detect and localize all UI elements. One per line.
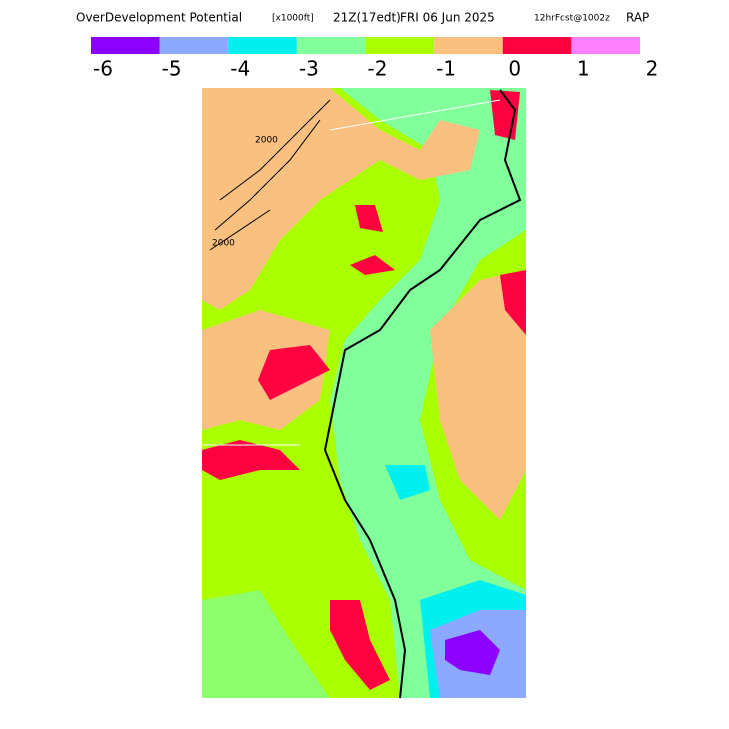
colorbar: -6 -5 -4 -3 -2 -1 0 1 2 — [91, 37, 658, 81]
colorbar-tick-label: -3 — [299, 57, 319, 81]
colorbar-tick-label: -2 — [368, 57, 388, 81]
colorbar-tick-label: -5 — [162, 57, 182, 81]
colorbar-segment — [296, 37, 366, 54]
red-area — [500, 270, 526, 335]
purple-area — [445, 630, 500, 675]
green-area — [202, 590, 330, 698]
ocean-field — [330, 88, 526, 698]
colorbar-segment — [434, 37, 503, 54]
colorbar-tick-label: -6 — [93, 57, 113, 81]
colorbar-tick-label: 2 — [646, 57, 659, 81]
tan-area — [430, 270, 526, 520]
contour-label: 2000 — [212, 239, 235, 249]
cyan-area — [385, 465, 430, 500]
map-field: 2000 2000 — [202, 88, 526, 699]
units: [x1000ft] — [272, 14, 314, 24]
colorbar-tick-label: 0 — [508, 57, 521, 81]
colorbar-tick-label: -4 — [230, 57, 250, 81]
colorbar-segment — [91, 37, 160, 54]
date: FRI 06 Jun 2025 — [400, 11, 495, 25]
red-area — [350, 255, 395, 275]
tan-area — [202, 88, 480, 310]
title: OverDevelopment Potential — [76, 11, 242, 25]
valid-time: 21Z(17edt) — [333, 11, 401, 25]
colorbar-tick-label: -1 — [436, 57, 456, 81]
contour-line — [209, 99, 331, 251]
coastline — [323, 89, 522, 699]
state-border — [202, 99, 501, 446]
red-area — [202, 440, 300, 480]
red-area — [330, 600, 390, 690]
colorbar-segment — [571, 37, 640, 54]
model: RAP — [626, 11, 649, 25]
colorbar-segment — [365, 37, 435, 54]
red-area — [258, 345, 330, 400]
red-area — [355, 205, 383, 232]
colorbar-segment — [502, 37, 572, 54]
contour-label: 2000 — [255, 136, 278, 146]
colorbar-segment — [228, 37, 297, 54]
forecast: 12hrFcst@1002z — [534, 14, 610, 24]
colorbar-segment — [159, 37, 229, 54]
colorbar-tick-label: 1 — [577, 57, 590, 81]
